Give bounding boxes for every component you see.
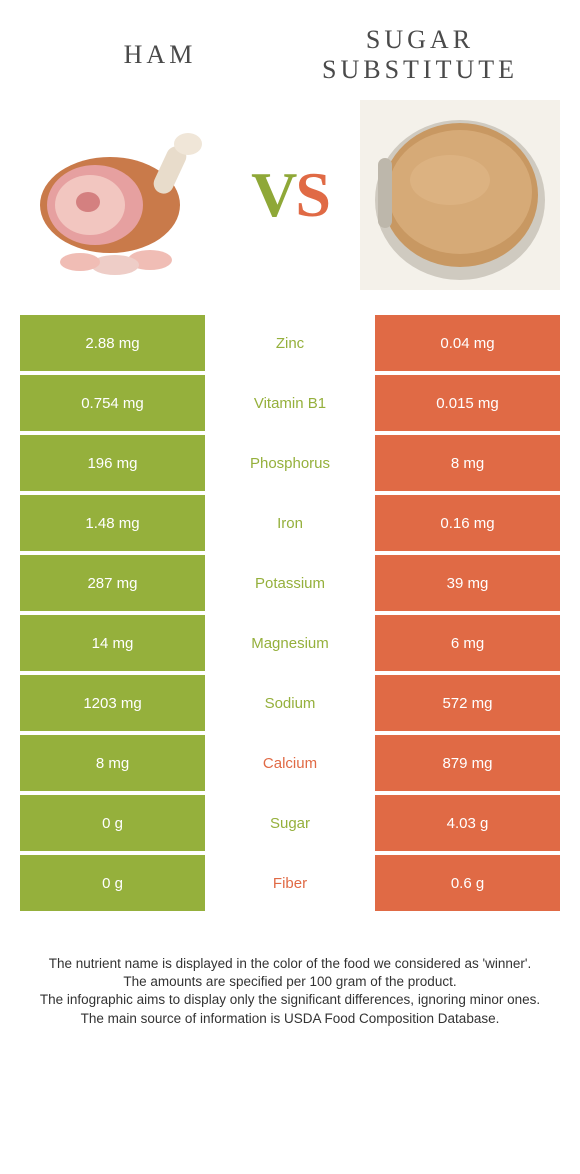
table-row: 287 mgPotassium39 mg [20,555,560,611]
right-title: Sugar substitute [290,25,550,85]
right-value: 0.04 mg [375,315,560,371]
left-value: 1203 mg [20,675,205,731]
ham-image [20,100,220,290]
left-value: 0 g [20,795,205,851]
nutrient-name: Magnesium [205,615,375,671]
vs-v: V [251,159,295,230]
table-row: 2.88 mgZinc0.04 mg [20,315,560,371]
table-row: 0 gFiber0.6 g [20,855,560,911]
left-value: 2.88 mg [20,315,205,371]
vs-s: S [295,159,329,230]
table-row: 1203 mgSodium572 mg [20,675,560,731]
vs-label: VS [251,158,329,232]
right-value: 8 mg [375,435,560,491]
footer-line: The infographic aims to display only the… [30,991,550,1009]
left-value: 1.48 mg [20,495,205,551]
right-value: 0.6 g [375,855,560,911]
table-row: 0.754 mgVitamin B10.015 mg [20,375,560,431]
footer-line: The amounts are specified per 100 gram o… [30,973,550,991]
right-value: 4.03 g [375,795,560,851]
right-value: 879 mg [375,735,560,791]
footer-notes: The nutrient name is displayed in the co… [0,915,580,1058]
table-row: 8 mgCalcium879 mg [20,735,560,791]
table-row: 0 gSugar4.03 g [20,795,560,851]
left-value: 14 mg [20,615,205,671]
right-value: 6 mg [375,615,560,671]
right-value: 0.16 mg [375,495,560,551]
nutrient-name: Fiber [205,855,375,911]
header: Ham Sugar substitute [0,0,580,95]
table-row: 196 mgPhosphorus8 mg [20,435,560,491]
right-value: 572 mg [375,675,560,731]
left-value: 8 mg [20,735,205,791]
nutrient-name: Sodium [205,675,375,731]
nutrient-name: Sugar [205,795,375,851]
image-row: VS [0,95,580,315]
footer-line: The nutrient name is displayed in the co… [30,955,550,973]
right-value: 0.015 mg [375,375,560,431]
left-title: Ham [30,40,290,70]
left-value: 0 g [20,855,205,911]
comparison-table: 2.88 mgZinc0.04 mg0.754 mgVitamin B10.01… [0,315,580,911]
nutrient-name: Zinc [205,315,375,371]
footer-line: The main source of information is USDA F… [30,1010,550,1028]
nutrient-name: Potassium [205,555,375,611]
nutrient-name: Iron [205,495,375,551]
nutrient-name: Calcium [205,735,375,791]
right-value: 39 mg [375,555,560,611]
sugar-image [360,100,560,290]
nutrient-name: Vitamin B1 [205,375,375,431]
nutrient-name: Phosphorus [205,435,375,491]
table-row: 14 mgMagnesium6 mg [20,615,560,671]
left-value: 196 mg [20,435,205,491]
left-value: 0.754 mg [20,375,205,431]
table-row: 1.48 mgIron0.16 mg [20,495,560,551]
left-value: 287 mg [20,555,205,611]
